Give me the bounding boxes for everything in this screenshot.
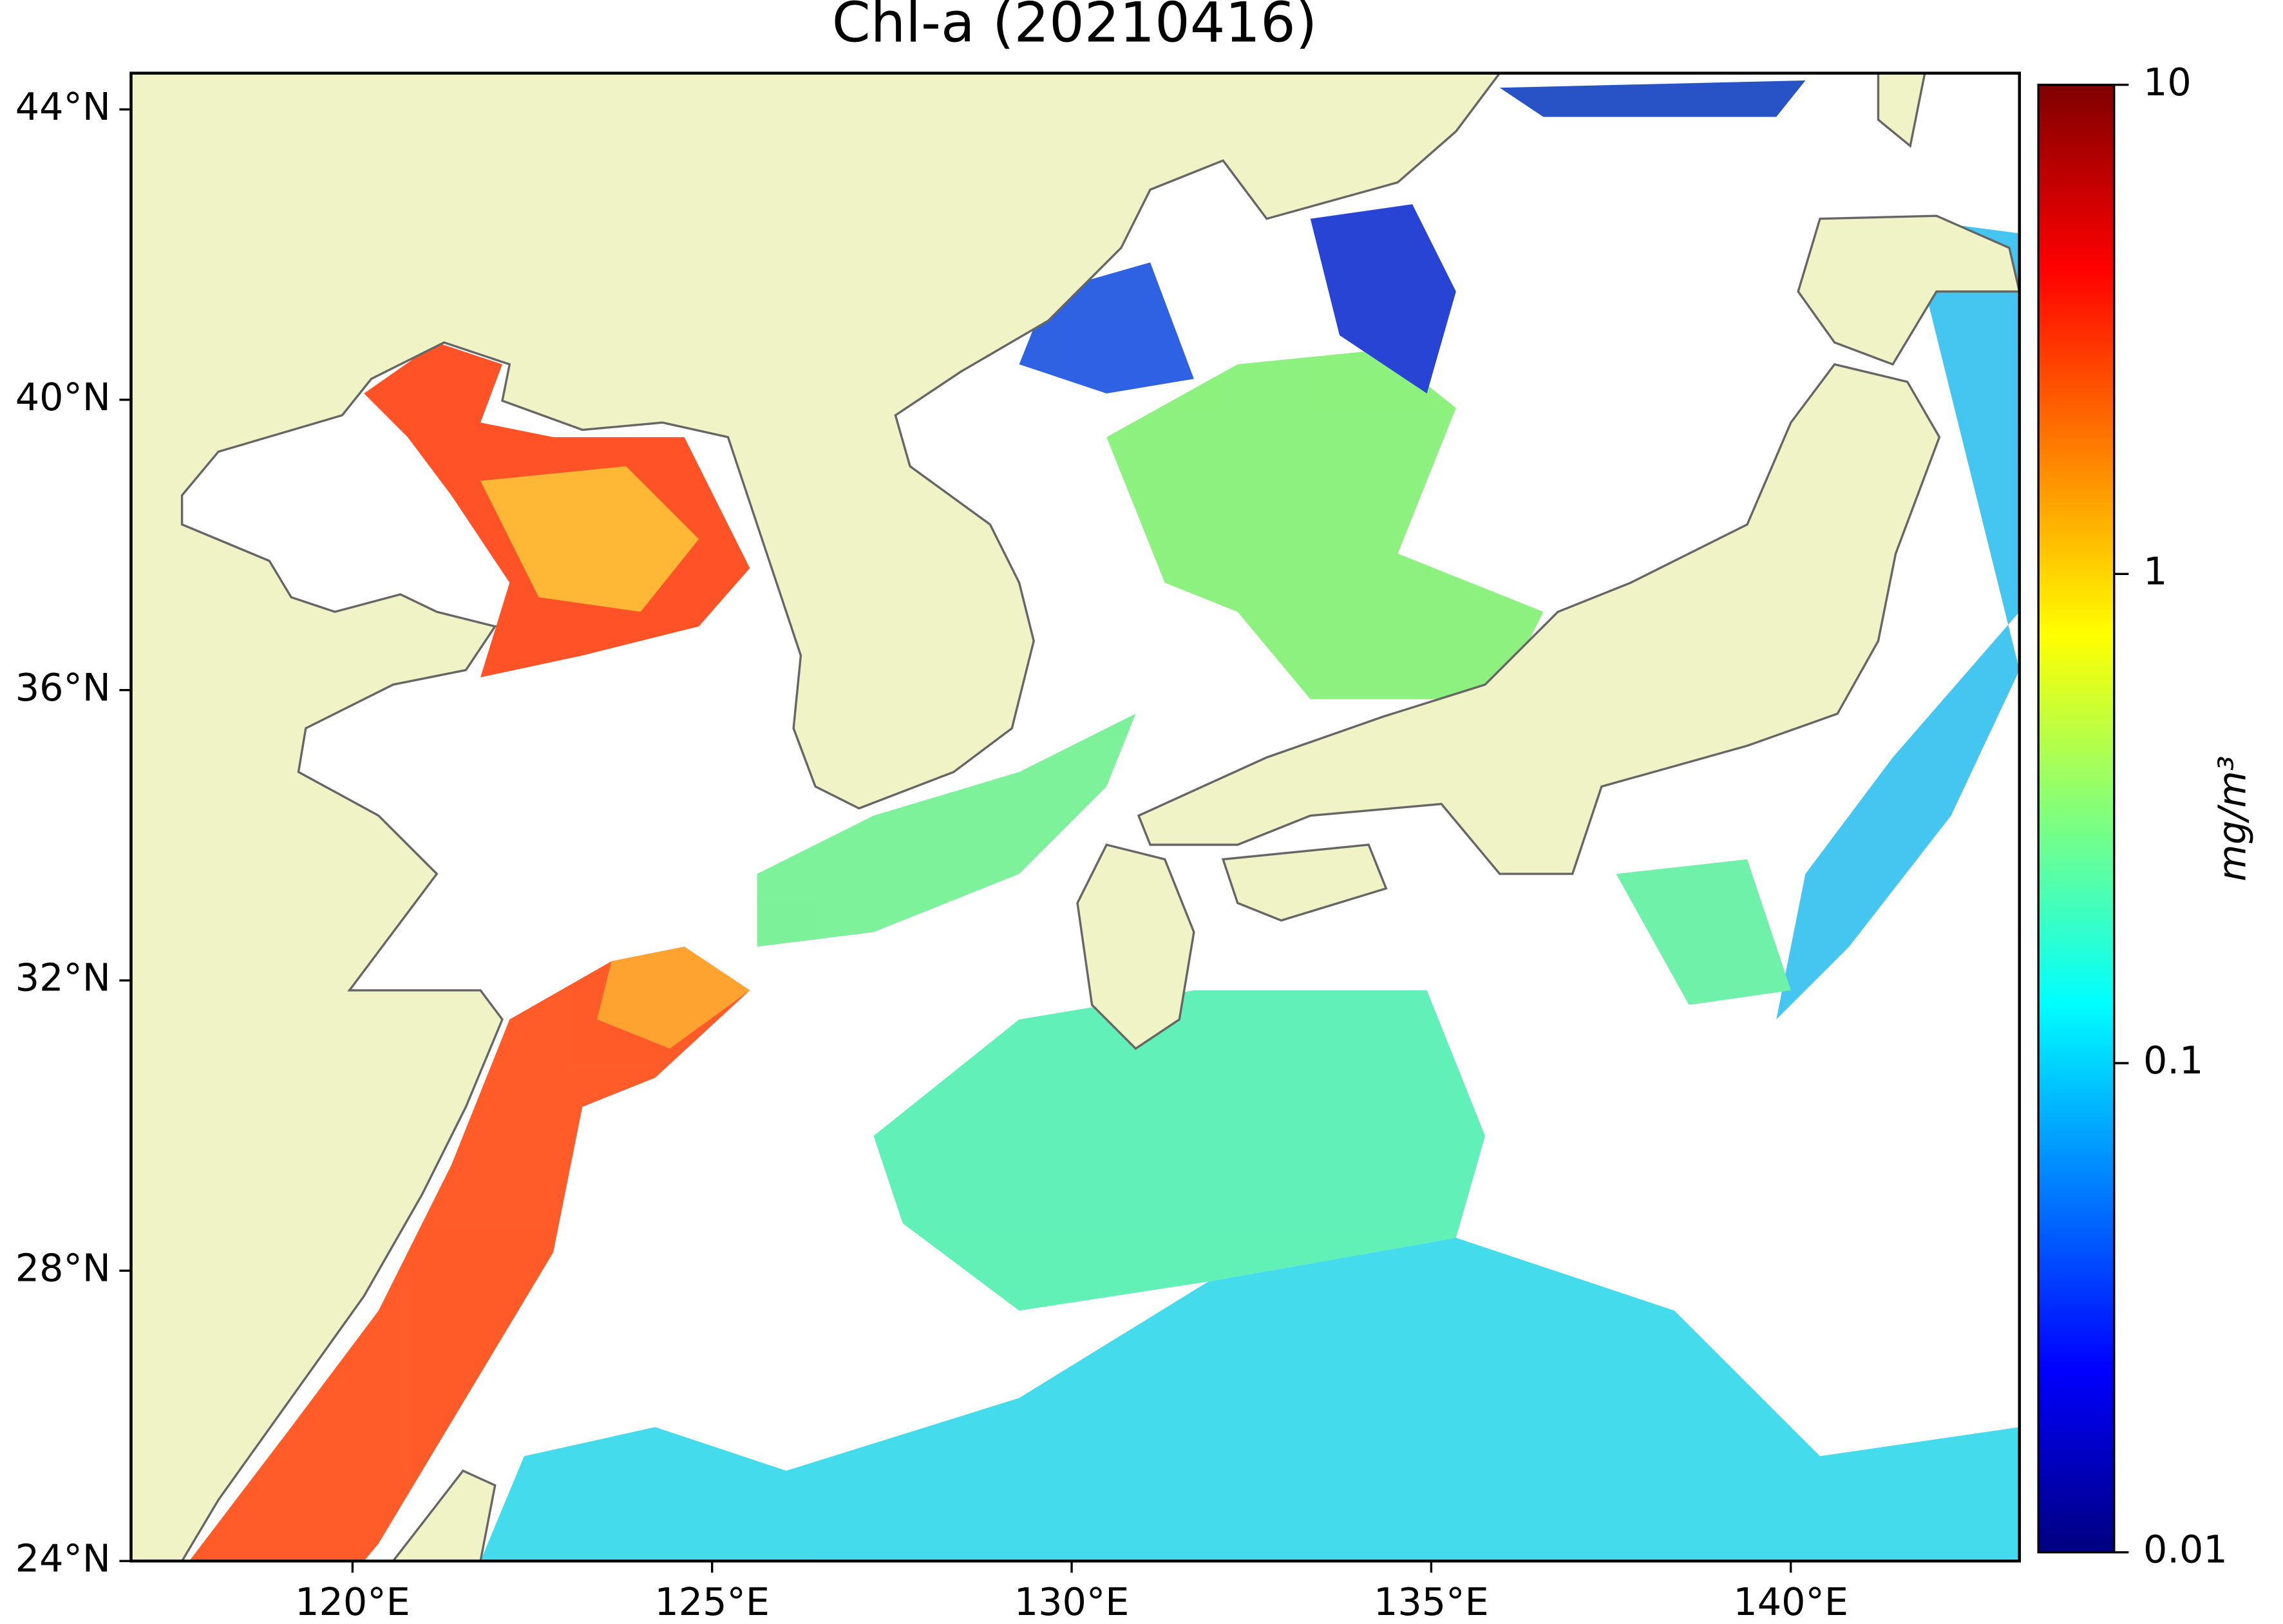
field-plume <box>596 947 750 1049</box>
land-honshu <box>1137 363 1941 875</box>
colorbar <box>2037 84 2116 1554</box>
y-tick-label: 36°N <box>15 665 111 710</box>
land-kyushu <box>1076 843 1195 1050</box>
colorbar-tick-label: 10 <box>2143 60 2192 104</box>
map <box>131 73 2020 1562</box>
field-central <box>873 990 1486 1311</box>
chart-title: Chl-a (20210416) <box>832 0 1318 55</box>
field-japan-sea <box>1106 350 1544 699</box>
land-taiwan <box>392 1469 497 1562</box>
colorbar-tick-label: 1 <box>2143 549 2167 593</box>
land-shikoku <box>1221 844 1388 922</box>
field-pacific-east <box>1776 218 2020 1020</box>
field-bohai-center <box>480 466 699 612</box>
field-japan-sea-north <box>1310 204 1456 394</box>
chlorophyll-field <box>189 80 2020 1562</box>
land-asia <box>131 73 1501 1562</box>
field-strait <box>757 713 1136 947</box>
field-pacific-patch <box>1616 859 1791 1005</box>
x-tick-label: 135°E <box>1374 1580 1489 1624</box>
field-ecs-coast <box>189 947 750 1562</box>
x-tick-label: 125°E <box>654 1580 770 1624</box>
colorbar-label: mg/m³ <box>2210 756 2255 882</box>
field-south <box>480 1238 2020 1562</box>
land-sakhalin <box>1877 73 1926 148</box>
y-tick-label: 32°N <box>15 956 111 1000</box>
y-tick-label: 44°N <box>15 84 111 129</box>
x-tick-label: 140°E <box>1733 1580 1848 1624</box>
x-tick-label: 130°E <box>1014 1580 1130 1624</box>
land-hokkaido <box>1797 214 2020 366</box>
y-tick-label: 28°N <box>15 1245 111 1290</box>
field-okhotsk <box>1499 80 1806 117</box>
y-tick-label: 40°N <box>15 375 111 419</box>
colorbar-tick-label: 0.01 <box>2143 1527 2228 1572</box>
y-tick-label: 24°N <box>15 1536 111 1580</box>
colorbar-tick-label: 0.1 <box>2143 1038 2203 1082</box>
map-frame <box>129 71 2022 1563</box>
x-tick-label: 120°E <box>295 1580 410 1624</box>
